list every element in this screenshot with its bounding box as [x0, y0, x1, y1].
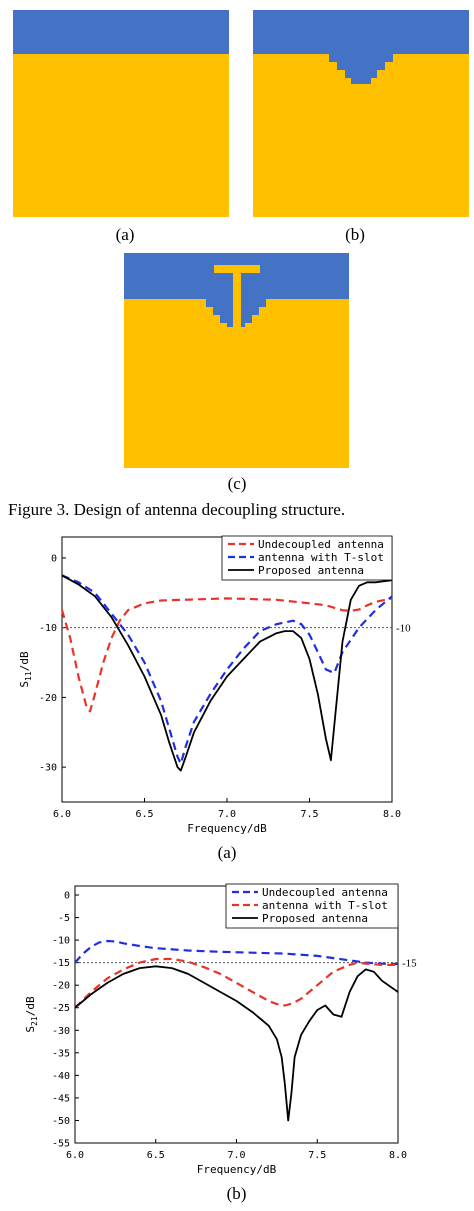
- x-tick-label: 7.5: [300, 809, 318, 820]
- structure-a: [13, 10, 229, 217]
- x-tick-label: 7.5: [308, 1150, 326, 1161]
- x-tick-label: 7.0: [227, 1150, 245, 1161]
- y-axis-label-main: S: [18, 681, 31, 688]
- y-axis-label-sub: 11: [24, 671, 33, 681]
- reference-line-label: -15: [402, 958, 417, 970]
- series-line: [60, 597, 393, 713]
- reference-line-label: -10: [396, 623, 411, 635]
- series-line: [61, 574, 393, 772]
- y-tick-label: -45: [52, 1093, 70, 1104]
- x-tick-label: 6.5: [147, 1150, 165, 1161]
- series-line: [61, 574, 393, 765]
- structure-b: [253, 10, 469, 217]
- x-tick-label: 6.0: [53, 809, 71, 820]
- x-tick-label: 6.5: [135, 809, 153, 820]
- y-tick-label: -10: [39, 623, 57, 634]
- legend-label: antenna with T-slot: [258, 551, 384, 564]
- chart-sublabel: (b): [227, 1184, 247, 1203]
- y-tick-label: -10: [52, 936, 70, 947]
- structure-c: [124, 253, 349, 468]
- structure-c-bottom: [124, 299, 349, 468]
- legend-label: antenna with T-slot: [262, 899, 388, 912]
- y-tick-label: -20: [39, 693, 57, 704]
- x-tick-label: 6.0: [66, 1150, 84, 1161]
- x-tick-label: 8.0: [389, 1150, 407, 1161]
- t-slot-bar: [214, 265, 260, 273]
- legend-label: Proposed antenna: [258, 564, 364, 577]
- series-line: [74, 957, 398, 1009]
- y-tick-label: -55: [52, 1139, 70, 1150]
- legend-label: Undecoupled antenna: [258, 538, 384, 551]
- structure-a-top: [13, 10, 229, 54]
- chart-s11: 6.0 6.5 7.0 7.5 8.0 0 -10 -20 -30 -10 Undecoupled …: [18, 535, 411, 862]
- y-axis-label: S21/dB: [24, 996, 39, 1033]
- panel-label-c: (c): [227, 474, 247, 493]
- structure-b-notch-1: [329, 54, 393, 62]
- y-tick-label: 0: [64, 891, 70, 902]
- structure-b-notch-2: [337, 62, 385, 70]
- series-line: [74, 965, 399, 1122]
- y-tick-label: -40: [52, 1071, 70, 1082]
- legend-label: Undecoupled antenna: [262, 886, 388, 899]
- chart-s21: 6.0 6.5 7.0 7.5 8.0 0 -5 -10 -15 -20 -25 -30 -35 -40 -…: [24, 883, 417, 1203]
- x-axis-label: Frequency/dB: [187, 822, 267, 835]
- y-axis-label-sub: 21: [30, 1016, 39, 1026]
- y-axis-label-main: S: [24, 1026, 37, 1033]
- y-axis-label-unit: /dB: [18, 651, 31, 671]
- y-tick-label: -15: [52, 958, 70, 969]
- structure-b-top: [253, 10, 469, 54]
- legend-label: Proposed antenna: [262, 912, 368, 925]
- y-tick-label: -20: [52, 981, 70, 992]
- t-slot-stem: [233, 273, 241, 327]
- y-tick-label: -30: [39, 763, 57, 774]
- panel-label-b: (b): [345, 225, 365, 244]
- x-axis-label: Frequency/dB: [197, 1163, 277, 1176]
- figure-caption: Figure 3. Design of antenna decoupling s…: [8, 500, 346, 519]
- series-line: [74, 939, 399, 966]
- structure-a-bottom: [13, 54, 229, 217]
- chart-sublabel: (a): [218, 843, 237, 862]
- structure-b-notch-4: [351, 78, 371, 84]
- y-tick-label: -30: [52, 1026, 70, 1037]
- y-tick-label: -25: [52, 1003, 70, 1014]
- y-axis-label: S11/dB: [18, 651, 33, 688]
- y-tick-label: -35: [52, 1048, 70, 1059]
- y-tick-label: 0: [51, 553, 57, 564]
- structure-b-notch-3: [345, 70, 377, 78]
- x-tick-label: 8.0: [383, 809, 401, 820]
- x-tick-label: 7.0: [218, 809, 236, 820]
- y-tick-label: -5: [58, 913, 70, 924]
- y-tick-label: -50: [52, 1116, 70, 1127]
- panel-label-a: (a): [115, 225, 135, 244]
- y-axis-label-unit: /dB: [24, 996, 37, 1016]
